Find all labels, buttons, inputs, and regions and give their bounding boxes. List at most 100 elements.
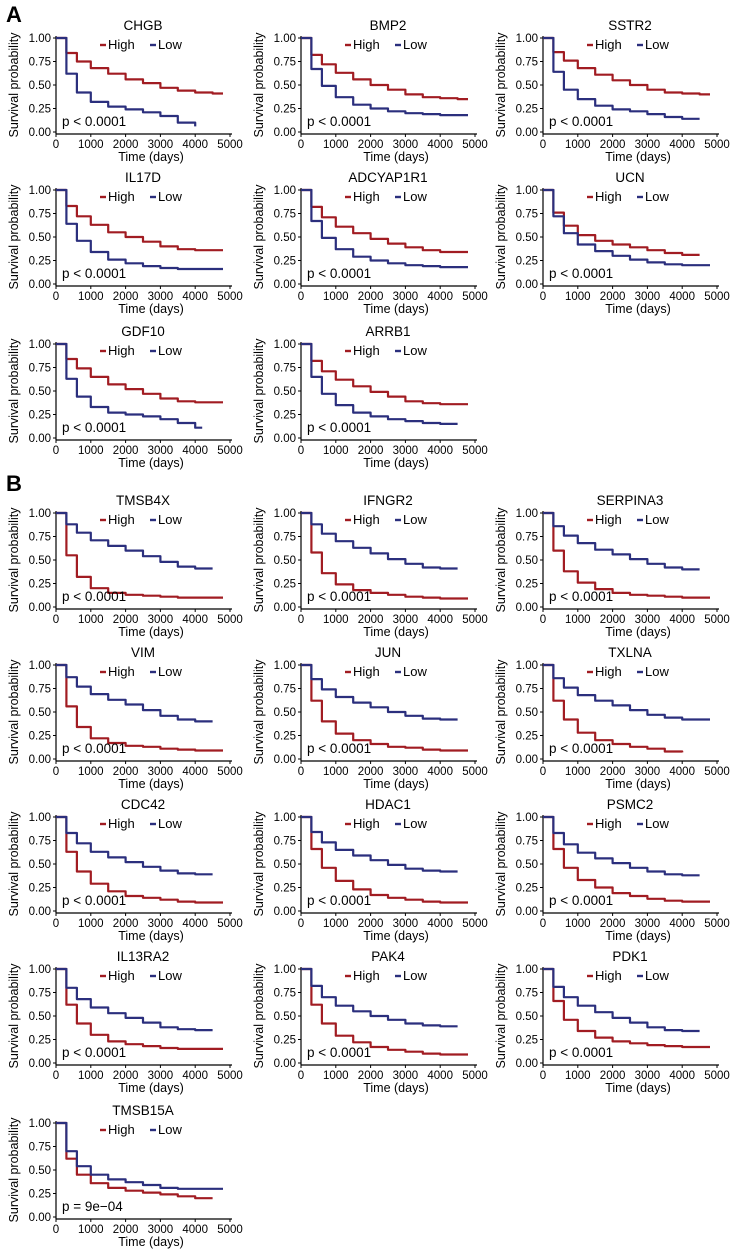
- survival-curve-high: [543, 663, 684, 753]
- x-tick-label: 2000: [600, 1070, 626, 1082]
- x-tick-label: 0: [53, 445, 59, 457]
- x-tick-label: 5000: [462, 445, 488, 457]
- x-tick-label: 4000: [182, 291, 208, 303]
- legend-label: High: [108, 189, 135, 204]
- y-tick-label: 0.75: [29, 57, 51, 69]
- x-tick-label: 0: [298, 766, 304, 778]
- y-tick-label: 0.25: [29, 883, 51, 895]
- x-tick-label: 2000: [113, 445, 139, 457]
- x-tick-label: 2000: [358, 766, 384, 778]
- x-tick-label: 3000: [635, 139, 661, 151]
- x-axis-label: Time (days): [605, 302, 671, 316]
- x-tick-label: 2000: [600, 139, 626, 151]
- y-axis-label: Survival probability: [7, 32, 21, 138]
- x-tick-label: 5000: [217, 918, 243, 930]
- survival-curve-high: [56, 815, 223, 904]
- survival-curve-high: [56, 967, 223, 1050]
- y-tick-label: 0.50: [29, 80, 51, 92]
- y-tick-label: 0.50: [29, 1011, 51, 1023]
- x-tick-label: 3000: [635, 766, 661, 778]
- y-tick-label: 0.25: [29, 104, 51, 116]
- x-tick-label: 0: [53, 614, 59, 626]
- p-value-label: p < 0.0001: [549, 589, 613, 604]
- y-axis-label: Survival probability: [7, 507, 21, 613]
- x-tick-label: 3000: [393, 139, 419, 151]
- km-chart: IL17D Survival probability 0.00 0.25 0.50 0.7…: [7, 170, 243, 316]
- y-axis-label: Survival probability: [252, 507, 266, 613]
- p-value-label: p < 0.0001: [62, 420, 126, 435]
- x-tick-label: 5000: [217, 139, 243, 151]
- x-tick-label: 1000: [323, 139, 349, 151]
- x-tick-label: 5000: [704, 614, 730, 626]
- x-tick-label: 3000: [635, 291, 661, 303]
- chart-title: GDF10: [121, 324, 165, 339]
- x-tick-label: 1000: [78, 139, 104, 151]
- x-tick-label: 5000: [704, 918, 730, 930]
- survival-curve-high: [56, 511, 223, 599]
- y-tick-label: 0.75: [516, 57, 538, 69]
- x-tick-label: 1000: [323, 445, 349, 457]
- y-tick-label: 0.75: [274, 363, 296, 375]
- km-chart: TMSB4X Survival probability 0.00 0.25 0.50 0.…: [7, 493, 243, 639]
- x-tick-label: 4000: [427, 766, 453, 778]
- legend-label: High: [595, 37, 622, 52]
- x-tick-label: 2000: [600, 291, 626, 303]
- y-tick-label: 0.75: [29, 532, 51, 544]
- y-tick-label: 0.50: [29, 707, 51, 719]
- x-tick-label: 0: [540, 139, 546, 151]
- legend-label: Low: [645, 968, 669, 983]
- x-tick-label: 1000: [78, 918, 104, 930]
- legend-label: Low: [403, 189, 427, 204]
- y-tick-label: 0.00: [29, 602, 51, 614]
- y-tick-label: 0.00: [274, 127, 296, 139]
- x-tick-label: 5000: [462, 1070, 488, 1082]
- y-tick-label: 1.00: [274, 660, 296, 672]
- x-axis-label: Time (days): [363, 929, 429, 943]
- x-axis-label: Time (days): [363, 625, 429, 639]
- survival-curve-low: [543, 511, 700, 571]
- survival-curve-high: [301, 188, 468, 254]
- y-tick-label: 0.25: [274, 731, 296, 743]
- x-tick-label: 1000: [78, 766, 104, 778]
- x-tick-label: 2000: [600, 918, 626, 930]
- survival-curve-low: [56, 1121, 223, 1190]
- x-tick-label: 2000: [113, 139, 139, 151]
- chart-title: JUN: [375, 645, 401, 660]
- x-tick-label: 4000: [182, 139, 208, 151]
- survival-curve-low: [56, 967, 213, 1032]
- km-chart: SSTR2 Survival probability 0.00 0.25 0.50 0.7…: [494, 18, 730, 164]
- y-tick-label: 0.25: [274, 579, 296, 591]
- x-axis-label: Time (days): [118, 302, 184, 316]
- y-tick-label: 0.75: [274, 532, 296, 544]
- y-tick-label: 0.25: [29, 1035, 51, 1047]
- y-tick-label: 0.25: [29, 579, 51, 591]
- x-tick-label: 1000: [565, 614, 591, 626]
- y-tick-label: 0.25: [516, 579, 538, 591]
- legend-label: High: [108, 816, 135, 831]
- survival-curve-low: [56, 36, 197, 127]
- chart-title: PSMC2: [607, 797, 654, 812]
- y-tick-label: 1.00: [274, 185, 296, 197]
- x-tick-label: 0: [540, 766, 546, 778]
- chart-title: ARRB1: [365, 324, 410, 339]
- y-tick-label: 0.00: [29, 1212, 51, 1224]
- y-axis-label: Survival probability: [7, 963, 21, 1069]
- y-tick-label: 0.50: [29, 1165, 51, 1177]
- p-value-label: p < 0.0001: [549, 114, 613, 129]
- y-axis-label: Survival probability: [7, 184, 21, 290]
- y-axis-label: Survival probability: [252, 811, 266, 917]
- x-tick-label: 5000: [462, 918, 488, 930]
- survival-curve-low: [301, 663, 458, 721]
- x-tick-label: 5000: [462, 139, 488, 151]
- x-tick-label: 1000: [565, 139, 591, 151]
- chart-title: CHGB: [123, 18, 162, 33]
- survival-curve-low: [543, 188, 710, 267]
- p-value-label: p < 0.0001: [307, 741, 371, 756]
- y-tick-label: 1.00: [29, 660, 51, 672]
- y-tick-label: 0.75: [516, 684, 538, 696]
- y-tick-label: 0.25: [274, 104, 296, 116]
- chart-title: SSTR2: [608, 18, 652, 33]
- x-tick-label: 0: [298, 291, 304, 303]
- legend-label: High: [353, 189, 380, 204]
